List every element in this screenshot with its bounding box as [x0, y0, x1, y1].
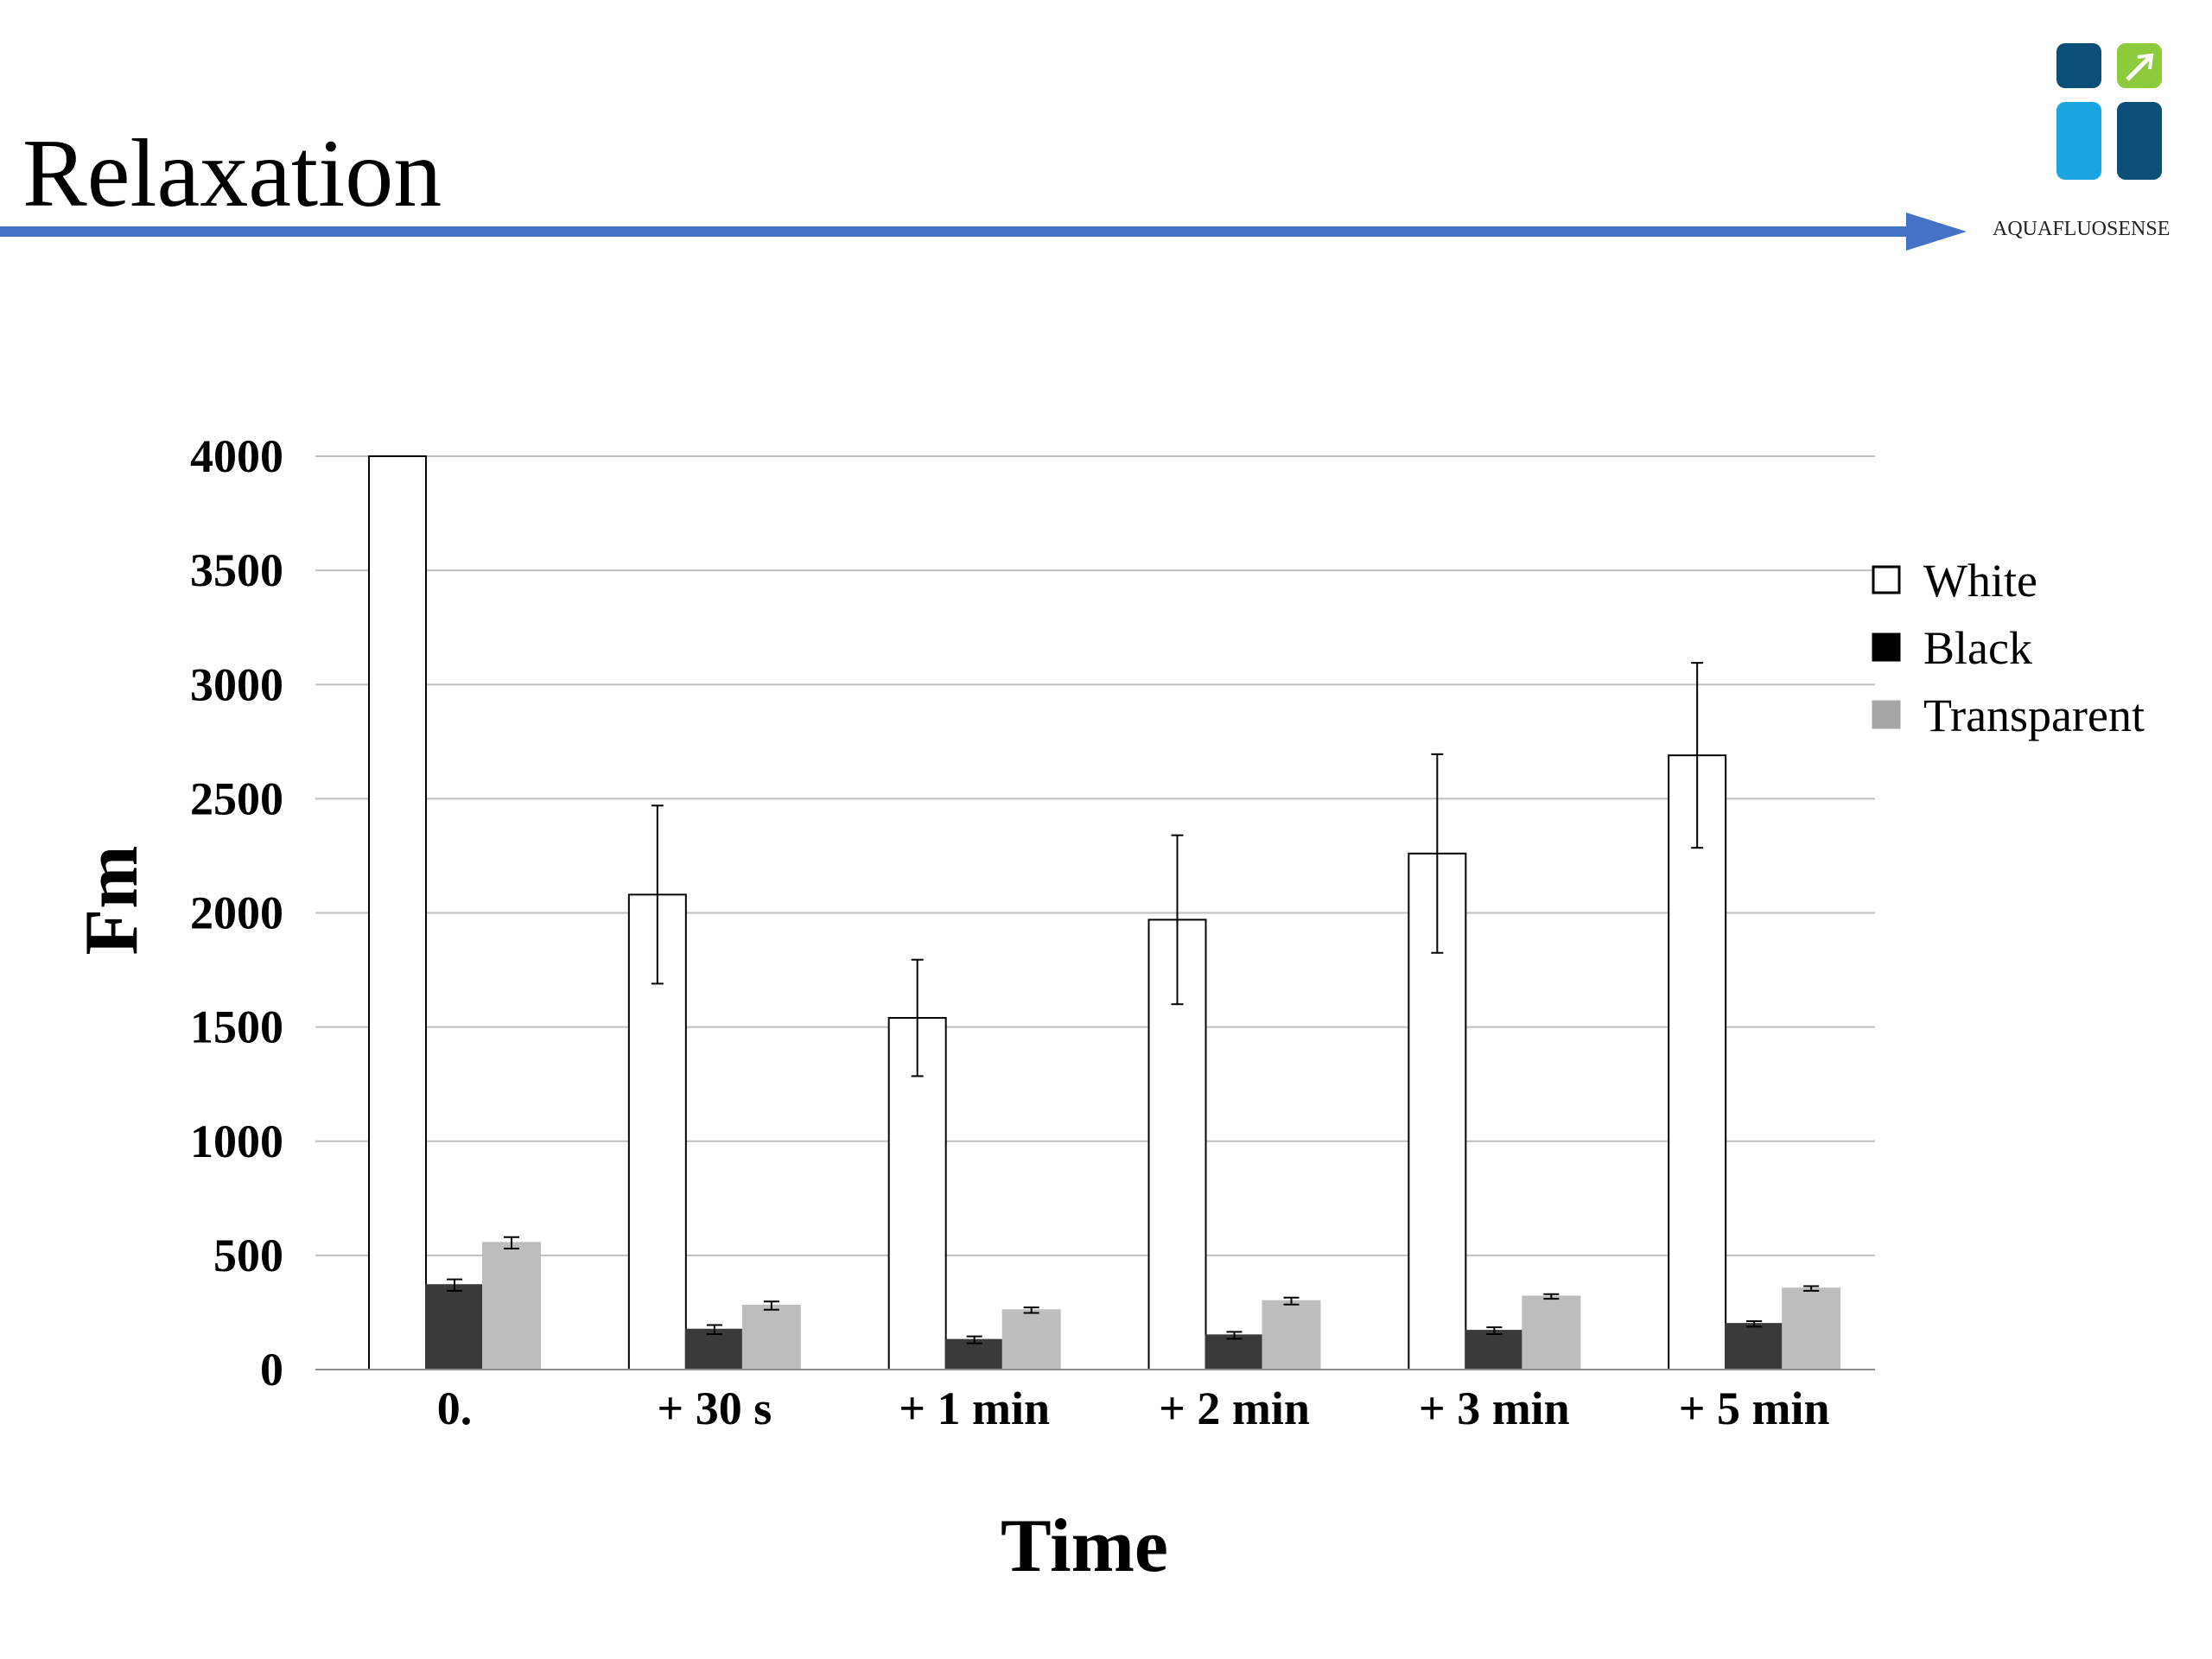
x-axis-ticks: 0. + 30 s + 1 min + 2 min + 3 min + 5 min — [437, 1382, 1830, 1434]
slide-title: Relaxation — [22, 120, 442, 227]
x-tick-label: + 3 min — [1419, 1382, 1570, 1434]
bar-black — [1205, 1334, 1264, 1371]
y-tick-label: 1500 — [190, 1001, 283, 1053]
bar-black — [944, 1338, 1004, 1370]
bar-transparent — [1001, 1309, 1061, 1371]
legend-label-white: White — [1923, 555, 2037, 607]
y-tick-label: 1000 — [190, 1116, 283, 1167]
bar-transparent — [482, 1242, 541, 1371]
error-bars — [447, 662, 1820, 1344]
legend-label-transparent: Transparent — [1923, 690, 2145, 741]
legend-swatch-transparent — [1872, 700, 1901, 729]
bar-transparent — [741, 1305, 801, 1371]
bar-black — [1465, 1330, 1524, 1371]
legend-swatch-white — [1872, 565, 1901, 594]
y-axis-ticks: 0 500 1000 1500 2000 2500 3000 3500 4000 — [190, 430, 283, 1395]
bar-chart: 0 500 1000 1500 2000 2500 3000 3500 4000 0. + 30 … — [70, 430, 2145, 1588]
relaxation-arrow — [0, 213, 1967, 251]
x-tick-label: + 2 min — [1159, 1382, 1310, 1434]
bar-black — [1725, 1323, 1784, 1371]
bar-transparent — [1522, 1295, 1581, 1370]
y-tick-label: 0 — [260, 1344, 283, 1395]
y-tick-label: 4000 — [190, 430, 283, 482]
aquafluosense-logo-icon — [2056, 43, 2162, 180]
legend: White Black Transparent — [1872, 555, 2145, 741]
bar-white — [1668, 754, 1727, 1370]
y-tick-label: 2000 — [190, 887, 283, 939]
bar-black — [425, 1284, 484, 1371]
bar-black — [684, 1328, 744, 1370]
logo-text: AQUAFLUOSENSE — [1993, 218, 2170, 240]
y-tick-label: 500 — [213, 1230, 283, 1281]
y-tick-label: 3500 — [190, 544, 283, 596]
x-axis-label: Time — [1001, 1504, 1168, 1588]
x-tick-label: 0. — [437, 1382, 473, 1434]
x-tick-label: + 30 s — [657, 1382, 772, 1434]
bar-white — [368, 455, 427, 1370]
legend-label-black: Black — [1923, 622, 2032, 674]
x-tick-label: + 1 min — [899, 1382, 1050, 1434]
bar-transparent — [1782, 1287, 1841, 1371]
y-axis-label: Fm — [70, 845, 154, 955]
bar-transparent — [1262, 1300, 1321, 1370]
x-tick-label: + 5 min — [1679, 1382, 1830, 1434]
y-tick-label: 2500 — [190, 772, 283, 824]
bars — [368, 455, 1841, 1371]
y-tick-label: 3000 — [190, 658, 283, 710]
legend-swatch-black — [1872, 632, 1901, 662]
gridlines — [315, 455, 1875, 1256]
